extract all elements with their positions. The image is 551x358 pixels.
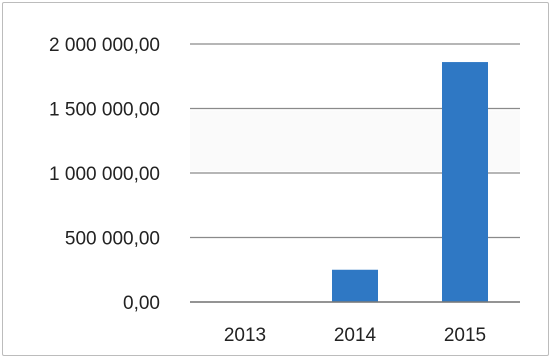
x-tick-label: 2015 [444,325,486,346]
y-tick-label: 500 000,00 [65,229,160,250]
y-tick-label: 1 000 000,00 [49,164,160,185]
x-tick-label: 2013 [224,325,266,346]
x-tick-label: 2014 [334,325,377,346]
bar-2014 [332,269,378,302]
bar-2015 [442,62,488,303]
y-tick-label: 2 000 000,00 [49,35,160,56]
y-tick-label: 0,00 [123,293,160,314]
y-tick-label: 1 500 000,00 [49,100,160,121]
